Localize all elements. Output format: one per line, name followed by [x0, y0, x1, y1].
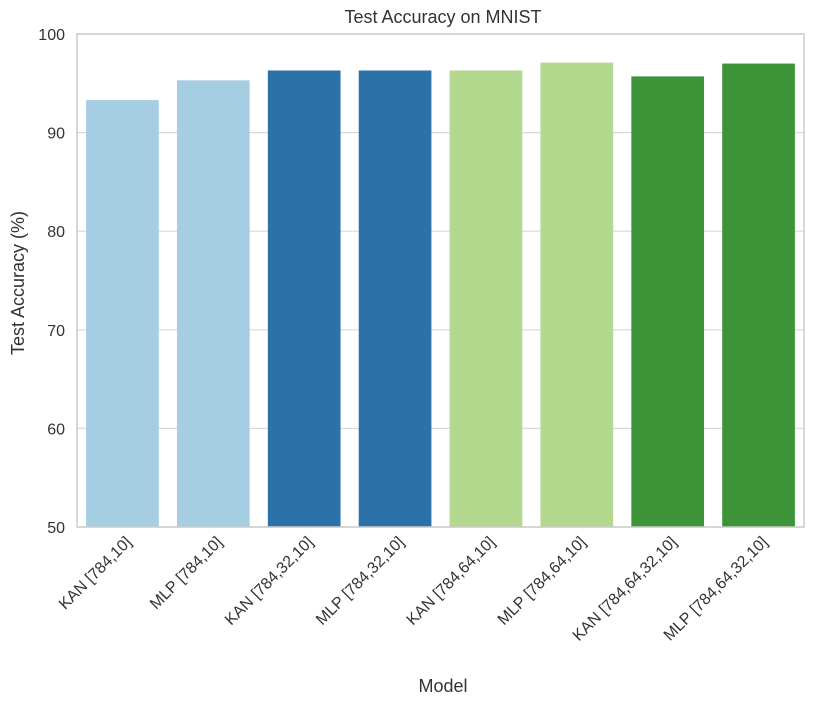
bar [631, 76, 705, 527]
y-tick-label: 70 [47, 323, 65, 340]
bar [449, 70, 523, 528]
bar [86, 100, 159, 527]
x-tick-label: MLP [784,64,10] [495, 534, 590, 629]
y-tick-label: 60 [47, 421, 65, 438]
chart-title: Test Accuracy on MNIST [344, 7, 541, 27]
x-tick-labels: KAN [784,10] MLP [784,10]KAN [784,32,10]M… [56, 534, 771, 645]
bar [540, 62, 614, 528]
bar [176, 80, 250, 527]
x-tick-label: MLP [784,32,10] [313, 534, 408, 629]
y-tick-label: 100 [38, 27, 65, 44]
y-tick-label: 90 [47, 126, 65, 143]
bar [358, 70, 432, 528]
x-tick-label: KAN [784,32,10] [222, 534, 317, 629]
bar [722, 63, 795, 527]
y-tick-label: 80 [47, 224, 65, 241]
y-tick-label: 50 [47, 520, 65, 537]
y-axis-title: Test Accuracy (%) [8, 211, 28, 355]
bars [86, 62, 795, 528]
y-tick-labels: 50 60 70 80 90 100 [38, 27, 65, 537]
x-tick-label: KAN [784,10] [56, 534, 135, 613]
plot-frame [76, 33, 805, 528]
x-tick-label: MLP [784,10] [147, 534, 226, 613]
x-axis-title: Model [418, 676, 467, 696]
x-tick-label: MLP [784,64,32,10] [661, 534, 772, 645]
bar [267, 70, 341, 528]
x-tick-label: KAN [784,64,10] [404, 534, 499, 629]
